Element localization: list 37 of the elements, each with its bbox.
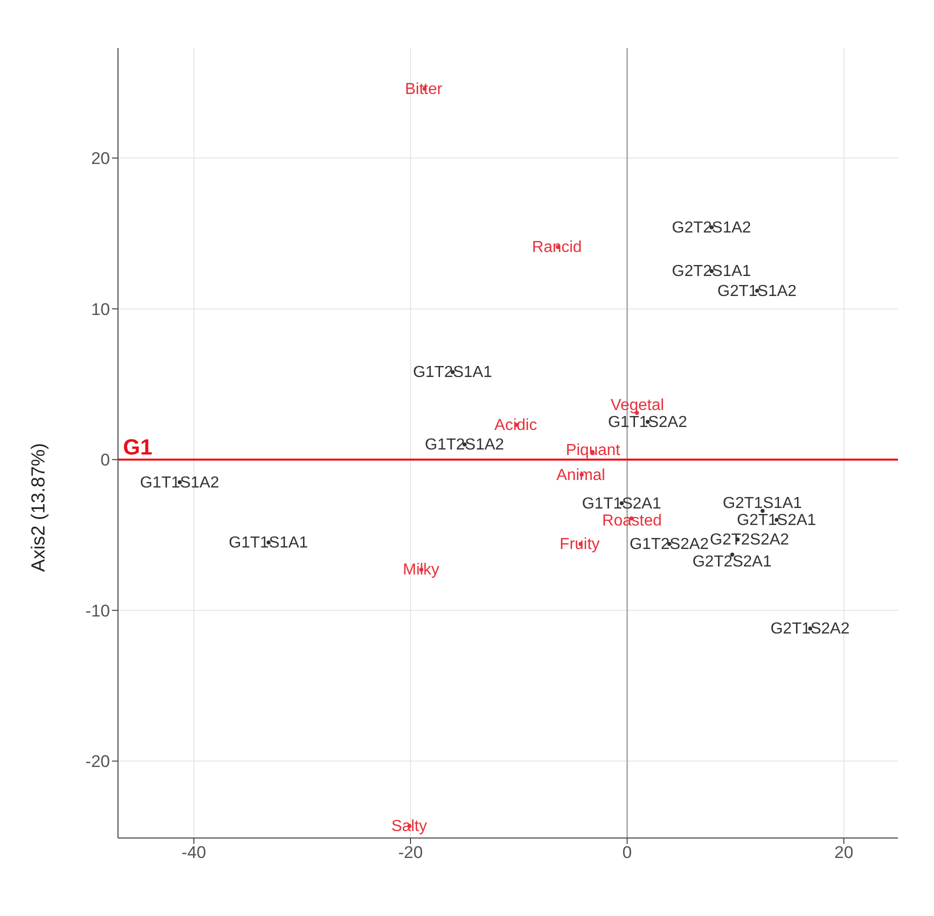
data-label: G2T1S1A2 [717, 282, 797, 300]
data-label: Milky [402, 562, 440, 579]
data-label: G1T2S1A2 [424, 436, 504, 454]
x-tick-label: 20 [834, 843, 854, 862]
data-label: G1T1S1A1 [228, 534, 308, 552]
y-axis-title: Axis2 (13.87%) [28, 443, 50, 572]
data-label: G1T1S2A2 [608, 414, 688, 431]
data-label: G1T1S2A1 [582, 495, 662, 512]
data-label: Acidic [494, 417, 538, 434]
y-tick-label: 0 [100, 450, 110, 470]
data-label: Rancid [532, 239, 582, 256]
data-label: G2T1S2A1 [736, 512, 816, 529]
data-label: Fruity [560, 536, 600, 554]
data-label: Vegetal [610, 396, 664, 414]
point [760, 508, 765, 513]
y-tick-label: -10 [85, 601, 110, 620]
data-label: G1T2S2A2 [630, 536, 709, 554]
x-tick-label: -40 [182, 843, 206, 862]
data-label: G1T2S1A1 [412, 364, 492, 382]
data-label: G2T1S2A2 [770, 620, 850, 638]
data-label: Animal [556, 466, 606, 484]
data-label: Piquant [566, 442, 621, 460]
x-tick-label: 0 [622, 843, 632, 862]
data-label: Roasted [602, 512, 662, 530]
data-label: G2T2S2A2 [710, 532, 790, 549]
data-label: G2T2S2A1 [692, 554, 772, 571]
ref-line-label: G1 [123, 434, 152, 460]
data-label: G1T1S1A2 [140, 474, 220, 492]
data-label: Bitter [405, 80, 444, 98]
data-label: G2T2S1A2 [672, 220, 752, 237]
y-tick-label: -20 [85, 752, 110, 772]
data-label: G2T1S1A1 [722, 494, 802, 512]
data-label: Salty [391, 818, 427, 836]
y-tick-label: 20 [91, 149, 110, 168]
x-tick-label: -20 [398, 843, 423, 862]
y-tick-label: 10 [91, 300, 110, 319]
data-label: G2T2S1A1 [672, 263, 752, 280]
